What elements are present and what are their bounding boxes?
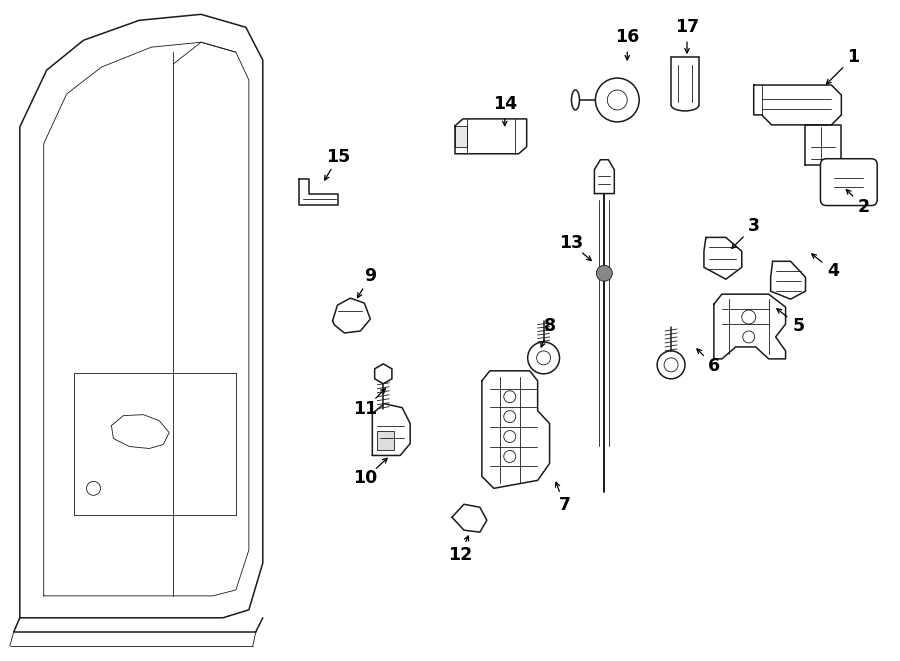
Polygon shape — [299, 178, 338, 204]
Text: 6: 6 — [707, 357, 720, 375]
Text: 3: 3 — [748, 217, 760, 235]
Polygon shape — [373, 404, 410, 455]
Text: 1: 1 — [847, 48, 860, 66]
Polygon shape — [332, 298, 370, 333]
Circle shape — [536, 351, 551, 365]
Text: 16: 16 — [615, 28, 639, 46]
Circle shape — [504, 451, 516, 463]
Text: 7: 7 — [559, 496, 571, 514]
Circle shape — [664, 358, 678, 372]
Circle shape — [504, 430, 516, 442]
Text: 10: 10 — [353, 469, 377, 487]
Text: 15: 15 — [327, 147, 351, 166]
Circle shape — [597, 265, 612, 281]
Polygon shape — [714, 294, 786, 359]
Polygon shape — [377, 430, 394, 451]
Text: 11: 11 — [353, 400, 377, 418]
Circle shape — [504, 410, 516, 422]
Circle shape — [608, 90, 627, 110]
Polygon shape — [594, 160, 615, 194]
Circle shape — [86, 481, 101, 495]
Polygon shape — [753, 85, 842, 125]
Circle shape — [504, 391, 516, 403]
Polygon shape — [455, 119, 526, 154]
Text: 2: 2 — [857, 198, 869, 215]
Polygon shape — [806, 125, 842, 165]
Text: 8: 8 — [544, 317, 555, 335]
Circle shape — [742, 331, 755, 343]
Text: 9: 9 — [364, 267, 376, 286]
Polygon shape — [452, 504, 487, 532]
Text: 17: 17 — [675, 19, 699, 36]
Text: 12: 12 — [448, 546, 472, 564]
Polygon shape — [704, 237, 742, 279]
Polygon shape — [770, 261, 806, 299]
Circle shape — [596, 78, 639, 122]
Polygon shape — [482, 371, 550, 488]
Text: 4: 4 — [827, 262, 840, 280]
Text: 13: 13 — [560, 235, 583, 253]
Text: 5: 5 — [793, 317, 805, 335]
Circle shape — [657, 351, 685, 379]
FancyBboxPatch shape — [821, 159, 878, 206]
Circle shape — [742, 310, 756, 324]
Polygon shape — [455, 126, 467, 147]
Ellipse shape — [572, 90, 580, 110]
Polygon shape — [112, 414, 169, 449]
Circle shape — [527, 342, 560, 374]
Polygon shape — [20, 15, 263, 618]
Text: 14: 14 — [492, 95, 517, 113]
